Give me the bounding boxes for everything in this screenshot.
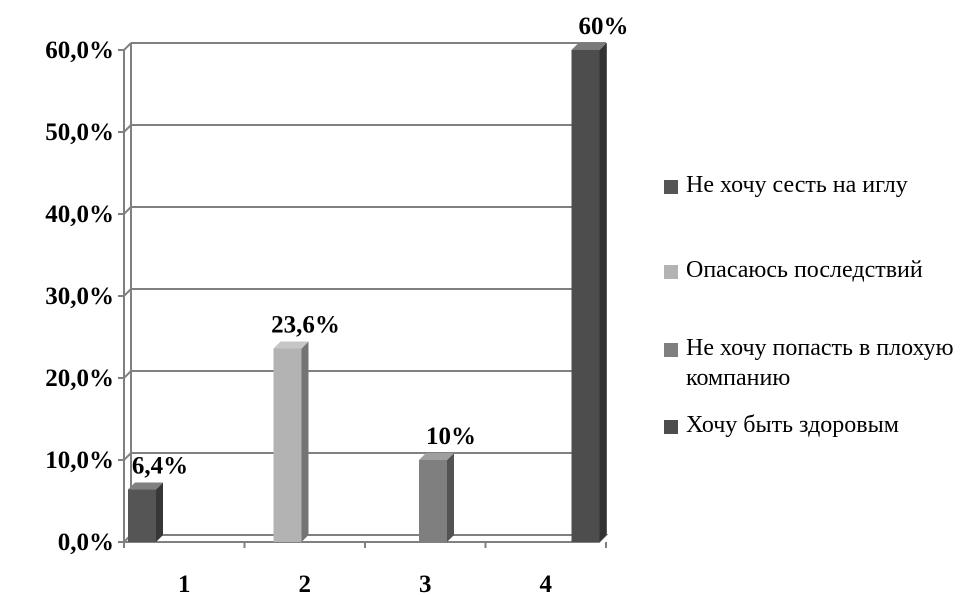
grid-line-side	[123, 206, 132, 215]
bar	[273, 341, 309, 542]
bar	[128, 482, 163, 542]
grid-line-side	[123, 452, 132, 461]
x-tick-label: 1	[178, 571, 191, 595]
bar	[571, 43, 607, 542]
grid-line-side	[123, 124, 132, 133]
y-tick-label: 30,0%	[45, 283, 114, 310]
legend-label: Опасаюсь последствий	[686, 257, 923, 283]
x-tick-label: 3	[419, 571, 432, 595]
legend-item: Не хочу сесть на иглу	[662, 170, 974, 200]
legend-item: Опасаюсь последствий	[662, 255, 974, 285]
grid-line-side	[123, 370, 132, 379]
bar	[419, 453, 454, 542]
legend-item: Не хочу попасть в плохую компанию	[662, 333, 974, 393]
y-tick-label: 60,0%	[45, 37, 114, 64]
bar-top	[273, 341, 309, 349]
legend-label: Не хочу попасть в плохую компанию	[686, 335, 954, 391]
y-axis-ticks: 0,0% 10,0% 20,0% 30,0% 40,0% 50,0% 60,0%	[45, 37, 124, 556]
data-label: 60%	[579, 13, 629, 40]
bar-side	[599, 43, 607, 542]
legend-label: Хочу быть здоровым	[686, 412, 899, 438]
legend-swatch	[664, 180, 678, 194]
bar-top	[571, 43, 607, 50]
bar-front	[419, 460, 447, 542]
bar-top	[128, 482, 163, 490]
data-labels: 6,4% 23,6% 10% 60%	[132, 13, 629, 480]
y-tick-label: 10,0%	[45, 447, 114, 474]
bar-side	[156, 482, 163, 542]
legend-swatch	[664, 265, 678, 279]
data-label: 6,4%	[132, 453, 188, 480]
legend-label: Не хочу сесть на иглу	[686, 172, 908, 198]
legend-swatch	[664, 343, 678, 357]
bar-side	[447, 453, 454, 542]
bar-front	[571, 50, 600, 542]
grid-lines	[123, 42, 607, 543]
y-tick-label: 50,0%	[45, 119, 114, 146]
y-tick-label: 0,0%	[58, 529, 114, 556]
y-tick-label: 20,0%	[45, 365, 114, 392]
bar-front	[128, 489, 156, 542]
bar-side	[301, 341, 309, 542]
x-tick-label: 4	[540, 571, 553, 595]
data-label: 23,6%	[271, 311, 340, 338]
y-tick-label: 40,0%	[45, 201, 114, 228]
grid-line-side	[123, 288, 132, 297]
floor	[121, 534, 609, 543]
x-tick-label: 2	[299, 571, 312, 595]
bar-front	[273, 348, 302, 542]
x-axis-ticks: 1 2 3 4	[123, 542, 607, 595]
bars	[128, 43, 607, 542]
legend-item: Хочу быть здоровым	[662, 410, 974, 440]
data-label: 10%	[426, 423, 476, 450]
axes	[121, 50, 609, 543]
bar-top	[419, 453, 454, 460]
legend-swatch	[664, 420, 678, 434]
grid-line-side	[123, 42, 132, 51]
